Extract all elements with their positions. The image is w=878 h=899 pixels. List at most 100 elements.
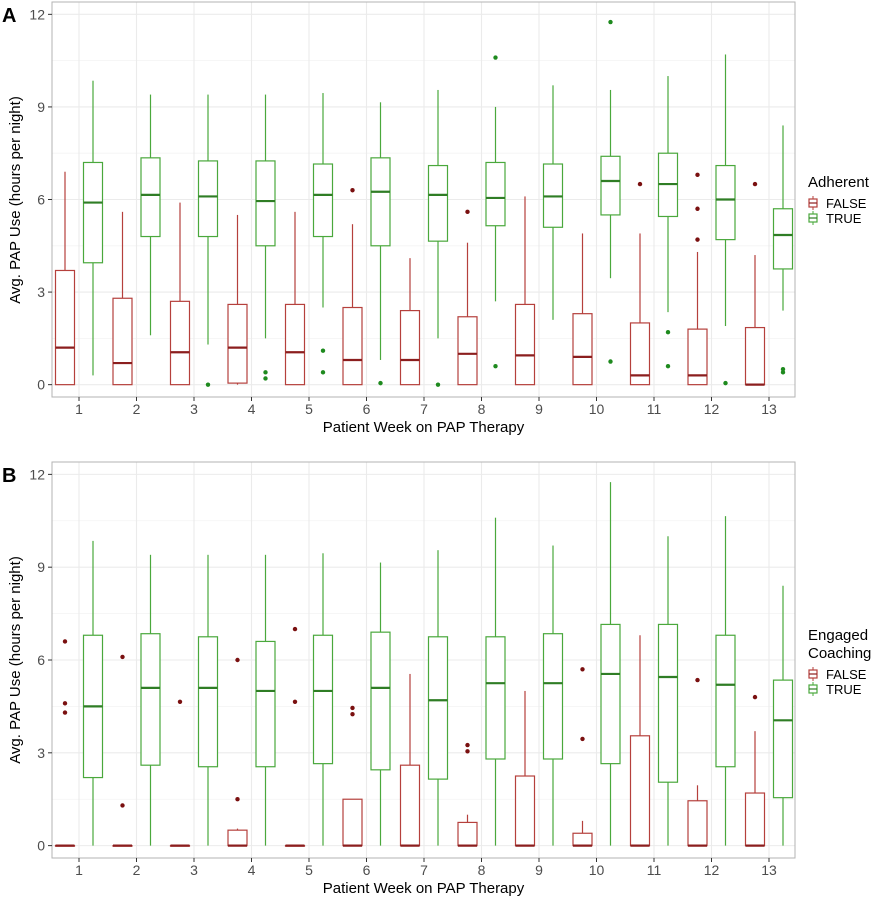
box-false-week-2 — [112, 211, 133, 386]
outlier-point — [62, 710, 68, 715]
box-true-week-1 — [82, 540, 104, 846]
y-tick-label: 0 — [37, 838, 45, 854]
x-tick-label: 6 — [363, 401, 371, 417]
box-false-week-1 — [54, 639, 76, 847]
box-iqr — [342, 798, 363, 847]
box-iqr — [629, 322, 651, 386]
box-iqr — [54, 269, 76, 386]
box-iqr — [772, 208, 794, 270]
x-tick-label: 2 — [133, 401, 141, 417]
box-iqr — [427, 636, 449, 780]
outlier-point — [263, 376, 268, 381]
x-tick-label: 9 — [535, 401, 543, 417]
outlier-point — [177, 699, 183, 704]
box-true-week-7 — [427, 550, 449, 846]
box-iqr — [572, 832, 593, 847]
box-false-week-8 — [457, 209, 478, 386]
box-true-week-10 — [600, 19, 621, 364]
x-tick-label: 7 — [420, 401, 428, 417]
outlier-point — [752, 181, 758, 187]
box-iqr — [657, 623, 679, 783]
x-tick-label: 11 — [647, 401, 662, 417]
outlier-point — [320, 370, 326, 375]
outlier-point — [465, 742, 470, 748]
outlier-point — [320, 348, 326, 353]
box-true-week-9 — [542, 85, 564, 320]
outlier-point — [435, 382, 441, 387]
box-true-week-7 — [427, 89, 449, 387]
outlier-point — [665, 329, 671, 335]
x-tick-label: 8 — [478, 401, 486, 417]
box-iqr — [457, 316, 478, 386]
box-iqr — [715, 634, 736, 768]
box-iqr — [629, 735, 651, 847]
box-false-week-10 — [572, 667, 593, 847]
box-false-week-6 — [342, 188, 363, 386]
y-tick-label: 3 — [37, 284, 45, 300]
legend-title: Engaged — [808, 627, 868, 644]
box-iqr — [255, 640, 276, 768]
box-iqr — [687, 800, 708, 847]
panel-letter: B — [2, 465, 16, 487]
box-true-week-6 — [370, 562, 391, 846]
outlier-point — [723, 380, 728, 386]
box-iqr — [197, 636, 219, 768]
x-tick-label: 7 — [420, 862, 428, 878]
box-iqr — [600, 155, 621, 216]
x-tick-label: 11 — [647, 862, 662, 878]
box-false-week-13 — [744, 181, 766, 386]
box-true-week-1 — [82, 80, 104, 376]
x-tick-label: 9 — [535, 862, 543, 878]
box-false-week-10 — [572, 233, 593, 386]
outlier-point — [608, 19, 613, 25]
x-axis-title: Patient Week on PAP Therapy — [323, 419, 525, 436]
outlier-point — [465, 209, 470, 215]
outlier-point — [378, 380, 383, 386]
box-iqr — [687, 328, 708, 386]
box-iqr — [197, 160, 219, 238]
box-iqr — [514, 303, 536, 386]
box-iqr — [370, 631, 391, 771]
box-iqr — [140, 633, 161, 766]
legend-label-true: TRUE — [826, 211, 862, 226]
box-iqr — [744, 326, 766, 386]
box-true-week-8 — [485, 517, 506, 846]
box-false-week-8 — [457, 742, 478, 847]
box-iqr — [399, 764, 421, 847]
box-true-week-8 — [485, 55, 506, 369]
box-iqr — [427, 164, 449, 242]
x-tick-label: 13 — [761, 862, 777, 878]
box-iqr — [542, 633, 564, 760]
x-tick-label: 10 — [589, 862, 605, 878]
box-iqr — [399, 309, 421, 386]
outlier-point — [752, 694, 758, 700]
outlier-point — [292, 699, 298, 704]
legend-title: Adherent — [808, 174, 870, 191]
box-true-week-13 — [772, 125, 794, 375]
box-true-week-12 — [715, 54, 736, 386]
box-true-week-11 — [657, 76, 679, 369]
box-true-week-5 — [312, 553, 334, 846]
x-tick-label: 8 — [478, 862, 486, 878]
x-axis-title: Patient Week on PAP Therapy — [323, 880, 525, 897]
box-iqr — [600, 623, 621, 765]
outlier-point — [608, 359, 613, 364]
y-axis-title: Avg. PAP Use (hours per night) — [7, 556, 24, 764]
outlier-point — [120, 803, 125, 808]
box-iqr — [572, 313, 593, 386]
outlier-point — [292, 626, 298, 632]
outlier-point — [580, 736, 585, 742]
box-false-week-12 — [687, 172, 708, 386]
box-iqr — [514, 775, 536, 847]
outlier-point — [780, 367, 786, 372]
box-iqr — [169, 300, 191, 386]
x-tick-label: 2 — [133, 862, 141, 878]
box-false-week-9 — [514, 196, 536, 386]
outlier-point — [235, 797, 240, 802]
box-false-week-7 — [399, 673, 421, 847]
outlier-point — [263, 370, 268, 375]
box-iqr — [772, 679, 794, 799]
